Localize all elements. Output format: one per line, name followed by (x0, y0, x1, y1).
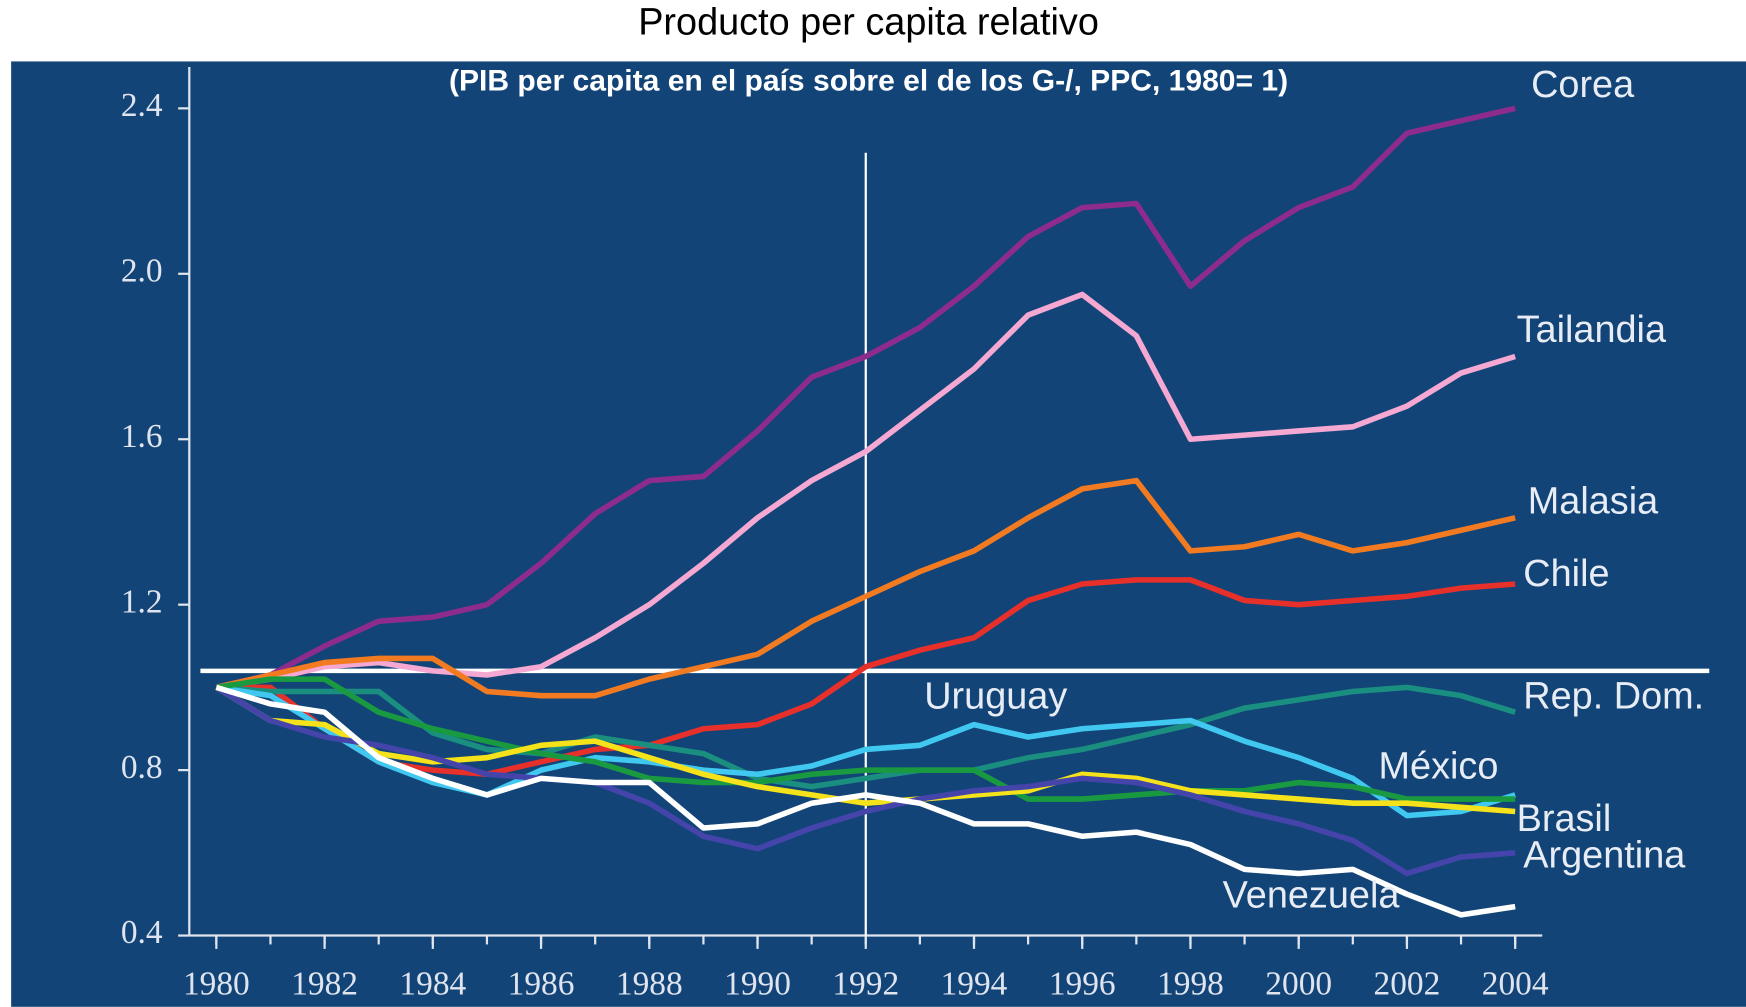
chart-subtitle: (PIB per capita en el país sobre el de l… (449, 65, 1288, 98)
series-label: México (1379, 746, 1499, 788)
series-label: Uruguay (924, 675, 1067, 717)
y-tick-label: 2.4 (121, 87, 163, 124)
series-label: Venezuela (1223, 875, 1401, 917)
y-tick-label: 1.2 (121, 583, 163, 620)
x-tick-label: 1992 (832, 965, 899, 1002)
series-label: Corea (1531, 64, 1635, 106)
chart-title: Producto per capita relativo (638, 2, 1099, 44)
series-line (216, 684, 1516, 790)
x-tick-label: 2000 (1265, 965, 1332, 1002)
series-line (215, 291, 1516, 691)
x-tick-label: 1982 (291, 965, 358, 1002)
series-line (215, 676, 1516, 802)
x-tick-label: 2004 (1482, 965, 1549, 1002)
series-label: Rep. Dom. (1523, 675, 1704, 717)
y-tick-label: 0.8 (121, 749, 163, 786)
series-line (215, 105, 1516, 691)
series-line (214, 685, 1516, 815)
x-tick-label: 1990 (724, 965, 791, 1002)
x-tick-label: 1998 (1157, 965, 1224, 1002)
y-tick-label: 1.6 (121, 418, 163, 455)
x-tick-label: 1994 (941, 965, 1008, 1002)
x-tick-label: 2002 (1374, 965, 1441, 1002)
series-line (215, 477, 1516, 699)
y-tick-label: 2.0 (121, 252, 163, 289)
series-line (215, 684, 1516, 819)
series-line (215, 684, 1516, 918)
y-tick-label: 0.4 (121, 914, 163, 951)
x-tick-label: 1988 (616, 965, 683, 1002)
plot-background (11, 61, 1746, 1007)
series-label: Argentina (1523, 835, 1686, 877)
series-line (216, 577, 1516, 778)
series-label: Brasil (1517, 798, 1612, 840)
series-label: Malasia (1528, 481, 1659, 523)
x-tick-label: 1996 (1049, 965, 1116, 1002)
x-tick-label: 1980 (183, 965, 250, 1002)
series-label: Tailandia (1517, 309, 1667, 351)
x-tick-label: 1986 (508, 965, 575, 1002)
series-line (214, 685, 1516, 877)
x-tick-label: 1984 (399, 965, 466, 1002)
series-label: Chile (1523, 553, 1609, 595)
